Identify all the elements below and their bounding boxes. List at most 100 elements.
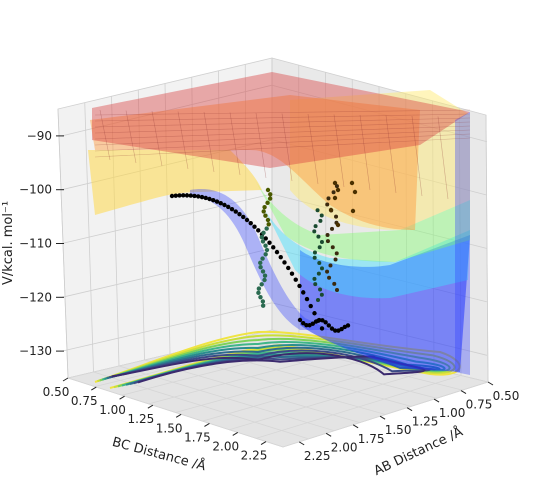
y-tick-label: 0.50 bbox=[493, 389, 520, 403]
y-tick bbox=[353, 425, 358, 428]
trajectory-point bbox=[258, 265, 262, 269]
trajectory-point bbox=[245, 218, 249, 222]
x-tick-label: 0.75 bbox=[71, 394, 98, 408]
y-tick-label: 1.50 bbox=[385, 423, 412, 437]
trajectory-point bbox=[301, 290, 305, 294]
y-tick bbox=[434, 399, 439, 402]
trajectory-point bbox=[316, 298, 320, 302]
x-tick bbox=[63, 378, 68, 381]
trajectory-point bbox=[329, 208, 333, 212]
trajectory-point bbox=[256, 291, 260, 295]
y-tick bbox=[380, 416, 385, 419]
y-tick-label: 2.25 bbox=[304, 449, 331, 463]
trajectory-point bbox=[320, 240, 324, 244]
trajectory-point bbox=[249, 221, 253, 225]
trajectory-point bbox=[318, 245, 322, 249]
trajectory-point bbox=[326, 239, 330, 243]
trajectory-point bbox=[219, 201, 223, 205]
x-tick bbox=[91, 387, 96, 390]
x-tick-label: 2.25 bbox=[241, 449, 268, 463]
trajectory-point bbox=[192, 194, 196, 198]
trajectory-point bbox=[260, 256, 264, 260]
trajectory-point bbox=[290, 272, 294, 276]
x-tick-label: 1.75 bbox=[184, 430, 211, 444]
trajectory-point bbox=[275, 250, 279, 254]
x-tick bbox=[233, 432, 238, 435]
trajectory-point bbox=[335, 288, 339, 292]
trajectory-point bbox=[177, 193, 181, 197]
trajectory-point bbox=[320, 214, 324, 218]
trajectory-point bbox=[320, 293, 324, 297]
trajectory-point bbox=[330, 227, 334, 231]
trajectory-point bbox=[257, 286, 261, 290]
trajectory-point bbox=[279, 255, 283, 259]
trajectory-point bbox=[256, 228, 260, 232]
trajectory-point bbox=[215, 199, 219, 203]
trajectory-point bbox=[313, 282, 317, 286]
trajectory-point bbox=[316, 235, 320, 239]
trajectory-point bbox=[264, 226, 268, 230]
y-tick-label: 1.75 bbox=[358, 432, 385, 446]
x-tick bbox=[261, 442, 266, 445]
y-tick bbox=[326, 433, 331, 436]
trajectory-point bbox=[263, 252, 267, 256]
x-tick-label: 1.00 bbox=[99, 403, 126, 417]
x-tick-label: 2.00 bbox=[212, 439, 239, 453]
trajectory-point bbox=[267, 241, 271, 245]
trajectory-point bbox=[252, 224, 256, 228]
trajectory-point bbox=[316, 208, 320, 212]
trajectory-point bbox=[320, 326, 324, 330]
trajectory-point bbox=[258, 261, 262, 265]
trajectory-point bbox=[353, 190, 357, 194]
x-tick bbox=[120, 396, 125, 399]
trajectory-point bbox=[312, 277, 316, 281]
x-tick bbox=[204, 423, 209, 426]
x-tick bbox=[176, 414, 181, 417]
trajectory-point bbox=[297, 284, 301, 288]
trajectory-point bbox=[282, 260, 286, 264]
trajectory-point bbox=[317, 272, 321, 276]
trajectory-point bbox=[312, 311, 316, 315]
trajectory-point bbox=[336, 223, 340, 227]
trajectory-point bbox=[261, 231, 265, 235]
surface-right-wall bbox=[455, 112, 470, 375]
y-tick bbox=[407, 408, 412, 411]
trajectory-point bbox=[265, 201, 269, 205]
trajectory-point bbox=[328, 264, 332, 268]
trajectory-point bbox=[260, 235, 264, 239]
trajectory-point bbox=[346, 323, 350, 327]
trajectory-point bbox=[185, 193, 189, 197]
trajectory-point bbox=[263, 274, 267, 278]
trajectory-point bbox=[261, 304, 265, 308]
x-tick bbox=[148, 405, 153, 408]
trajectory-point bbox=[241, 215, 245, 219]
trajectory-point bbox=[327, 276, 331, 280]
trajectory-point bbox=[268, 196, 272, 200]
trajectory-point bbox=[230, 207, 234, 211]
trajectory-point bbox=[318, 287, 322, 291]
trajectory-point bbox=[261, 209, 265, 213]
trajectory-point bbox=[181, 193, 185, 197]
trajectory-point bbox=[263, 244, 267, 248]
trajectory-point bbox=[325, 270, 329, 274]
trajectory-point bbox=[336, 188, 340, 192]
trajectory-point bbox=[325, 202, 329, 206]
y-tick-label: 1.25 bbox=[412, 415, 439, 429]
trajectory-point bbox=[305, 297, 309, 301]
trajectory-point bbox=[196, 194, 200, 198]
trajectory-point bbox=[326, 233, 330, 237]
trajectory-point bbox=[332, 190, 336, 194]
z-tick-label: −90 bbox=[27, 129, 52, 143]
trajectory-point bbox=[331, 245, 335, 249]
z-axis-label: V/kcal. mol⁻¹ bbox=[1, 201, 16, 285]
trajectory-point bbox=[262, 278, 266, 282]
x-tick-label: 0.50 bbox=[43, 385, 70, 399]
trajectory-point bbox=[351, 209, 355, 213]
trajectory-point bbox=[268, 192, 272, 196]
trajectory-point bbox=[312, 229, 316, 233]
trajectory-point bbox=[266, 222, 270, 226]
trajectory-point bbox=[222, 203, 226, 207]
trajectory-point bbox=[170, 194, 174, 198]
